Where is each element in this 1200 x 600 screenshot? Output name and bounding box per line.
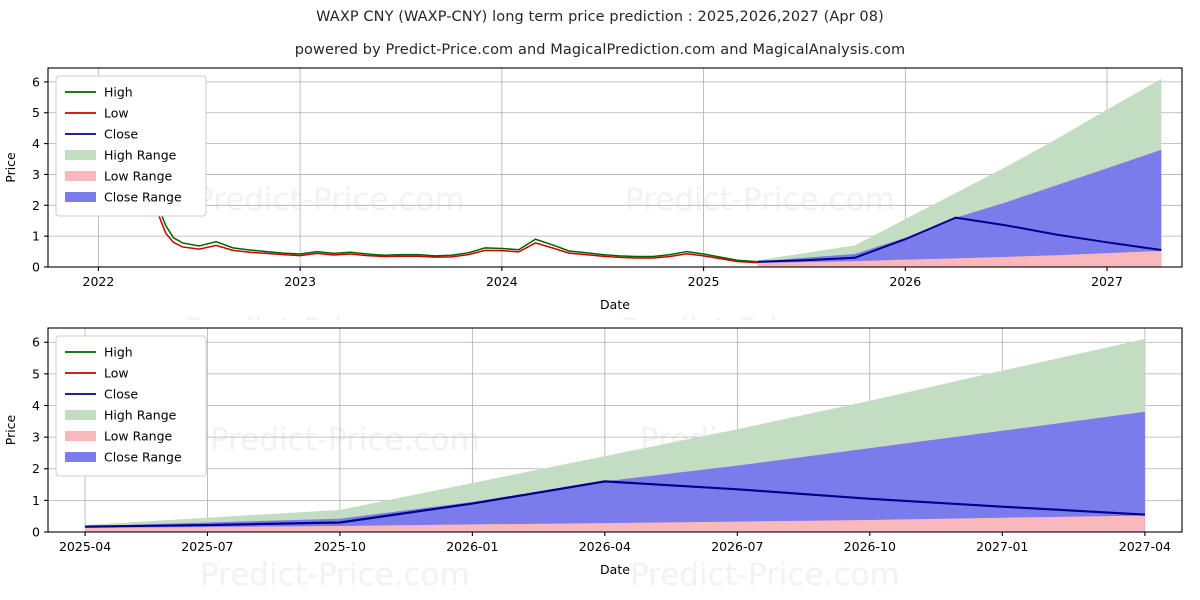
y-tick-label: 0 (32, 260, 40, 275)
watermark-layer: Predict-Price.com Predict-Price.com Predic… (185, 182, 895, 320)
x-tick-label: 2024 (486, 274, 518, 289)
legend-label: Close (104, 127, 138, 142)
y-tick-label: 1 (32, 493, 40, 508)
x-axis-label: Date (600, 297, 630, 312)
tick-layer: 0 1 2 3 4 5 6 2022 2023 2024 2025 2026 2027 (32, 74, 1123, 289)
legend-label: Close Range (104, 190, 182, 205)
y-tick-label: 4 (32, 398, 40, 413)
x-tick-label: 2027 (1091, 274, 1123, 289)
x-tick-label: 2022 (83, 274, 115, 289)
legend-item-high[interactable]: High (65, 85, 133, 100)
legend-patch-swatch (65, 171, 96, 181)
low-range-band (757, 250, 1162, 267)
legend-item-close-range[interactable]: Close Range (65, 190, 182, 205)
legend-item-close-range[interactable]: Close Range (65, 450, 182, 465)
title-block: WAXP CNY (WAXP-CNY) long term price pred… (0, 0, 1200, 57)
y-tick-label: 0 (32, 525, 40, 540)
legend-label: Close (104, 387, 138, 402)
axes (47, 327, 1183, 533)
close-range-band (85, 411, 1145, 532)
legend-patch-swatch (65, 192, 96, 202)
legend-label: High (104, 345, 133, 360)
x-tick-label: 2025-04 (59, 539, 111, 554)
legend-patch-swatch (65, 431, 96, 441)
legend-patch-swatch (65, 150, 96, 160)
close-line (757, 216, 1162, 263)
y-tick-label: 5 (32, 105, 40, 120)
close-line (85, 480, 1145, 528)
watermark-text: Predict-Price.com (210, 422, 480, 458)
legend-patch-swatch (65, 452, 96, 462)
legend-label: Low (104, 366, 129, 381)
page-title: WAXP CNY (WAXP-CNY) long term price pred… (316, 9, 884, 25)
legend-item-close[interactable]: Close (65, 387, 138, 402)
y-axis-label: Price (3, 152, 18, 183)
x-tick-label: 2023 (284, 274, 316, 289)
legend-label: Low Range (104, 429, 173, 444)
y-axis-label: Price (3, 414, 18, 445)
watermark-text: Predict-Price.com (620, 312, 890, 320)
top-chart-panel: Predict-Price.com Predict-Price.com Predic… (0, 60, 1200, 320)
x-tick-label: 2026-04 (579, 539, 631, 554)
legend-item-low[interactable]: Low (65, 366, 129, 381)
legend-item-low-range[interactable]: Low Range (65, 429, 173, 444)
bottom-chart-svg: Predict-Price.com Predict-Price.com Predic… (3, 327, 1183, 593)
legend-item-high-range[interactable]: High Range (65, 408, 177, 423)
watermark-text: Predict-Price.com (195, 182, 465, 218)
legend-label: Low (104, 106, 129, 121)
x-tick-label: 2027-01 (976, 539, 1028, 554)
watermark-text: Predict-Price.com (630, 557, 900, 593)
forecast-bands (85, 339, 1145, 532)
x-tick-label: 2027-04 (1119, 539, 1171, 554)
chart-legend: High Low Close High Range Low Range Close Ran… (55, 75, 207, 217)
y-tick-label: 6 (32, 335, 40, 350)
top-chart-svg: Predict-Price.com Predict-Price.com Predic… (3, 67, 1183, 320)
legend-patch-swatch (65, 410, 96, 420)
x-tick-label: 2025 (688, 274, 720, 289)
y-tick-label: 3 (32, 430, 40, 445)
x-tick-label: 2026-07 (711, 539, 763, 554)
legend-item-close[interactable]: Close (65, 127, 138, 142)
y-tick-label: 2 (32, 198, 40, 213)
x-tick-label: 2026-10 (844, 539, 896, 554)
y-tick-label: 6 (32, 74, 40, 89)
y-tick-label: 4 (32, 136, 40, 151)
legend-label: High Range (104, 148, 177, 163)
watermark-text: Predict-Price.com (625, 182, 895, 218)
tick-layer: 0 1 2 3 4 5 6 2025-04 2025-07 2025-10 2026-01 2026-… (32, 335, 1171, 554)
x-axis-label: Date (600, 562, 630, 577)
legend-item-low-range[interactable]: Low Range (65, 169, 173, 184)
legend-item-high[interactable]: High (65, 345, 133, 360)
x-tick-label: 2025-07 (181, 539, 233, 554)
forecast-bands (757, 78, 1162, 267)
legend-label: High Range (104, 408, 177, 423)
chart-legend: High Low Close High Range Low Range Close Ran… (55, 335, 207, 477)
close-range-band (757, 149, 1162, 267)
legend-label: Close Range (104, 450, 182, 465)
y-tick-label: 5 (32, 366, 40, 381)
x-tick-label: 2026-01 (446, 539, 498, 554)
legend-item-high-range[interactable]: High Range (65, 148, 177, 163)
watermark-text: Predict-Price.com (200, 557, 470, 593)
watermark-text: Predict-Price.com (185, 312, 455, 320)
legend-label: High (104, 85, 133, 100)
low-range-band (85, 515, 1145, 532)
x-tick-label: 2026 (889, 274, 921, 289)
legend-item-low[interactable]: Low (65, 106, 129, 121)
legend-label: Low Range (104, 169, 173, 184)
y-tick-label: 1 (32, 229, 40, 244)
y-tick-label: 3 (32, 167, 40, 182)
y-tick-label: 2 (32, 461, 40, 476)
page-subtitle: powered by Predict-Price.com and Magical… (294, 41, 906, 58)
x-tick-label: 2025-10 (314, 539, 366, 554)
bottom-chart-panel: Predict-Price.com Predict-Price.com Predic… (0, 320, 1200, 600)
axes (47, 67, 1183, 268)
